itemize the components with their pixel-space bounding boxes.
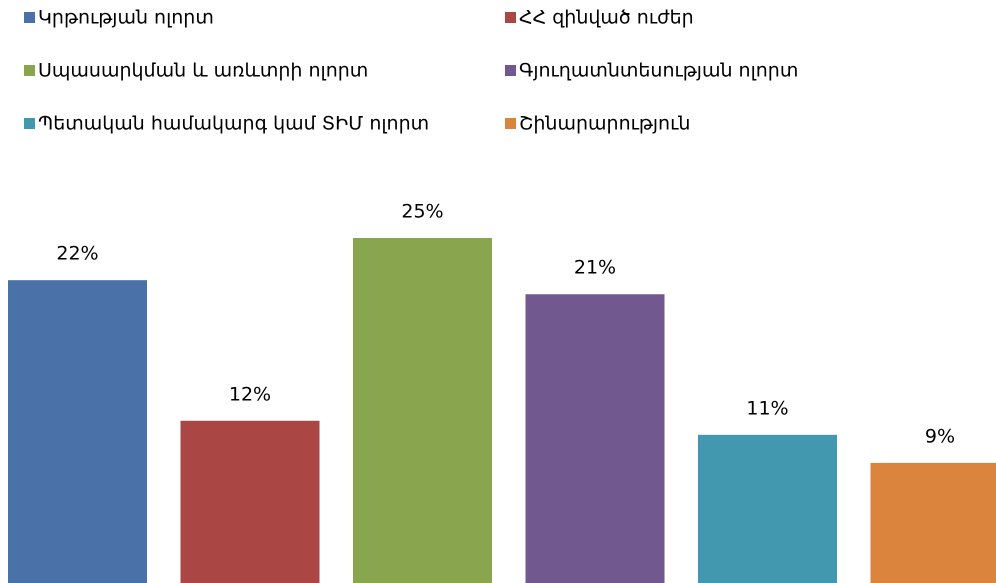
legend-label: Շինարարություն: [519, 113, 690, 135]
legend-swatch: [24, 118, 35, 129]
legend-swatch: [505, 65, 516, 76]
legend-swatch: [505, 118, 516, 129]
bar: [180, 420, 320, 583]
legend-label: ՀՀ զինված ուժեր: [519, 7, 694, 29]
data-label: 22%: [56, 243, 98, 265]
legend-swatch: [24, 12, 35, 23]
data-label: 25%: [401, 201, 443, 223]
legend-label: Սպասարկման և առևտրի ոլորտ: [38, 60, 368, 82]
legend-label: Պետական համակարգ կամ ՏԻՄ ոլորտ: [38, 113, 429, 135]
data-label: 12%: [229, 383, 271, 405]
legend-label: Գյուղատնտեսության ոլորտ: [519, 60, 798, 82]
legend-label: Կրթության ոլորտ: [38, 7, 214, 29]
data-label: 11%: [746, 397, 788, 419]
bar: [525, 294, 665, 583]
bar: [870, 462, 996, 583]
bar: [698, 434, 837, 583]
bar: [353, 238, 492, 583]
legend-swatch: [24, 65, 35, 76]
data-label: 9%: [925, 425, 955, 447]
data-label: 21%: [574, 257, 616, 279]
bar: [8, 280, 147, 583]
legend-swatch: [505, 12, 516, 23]
